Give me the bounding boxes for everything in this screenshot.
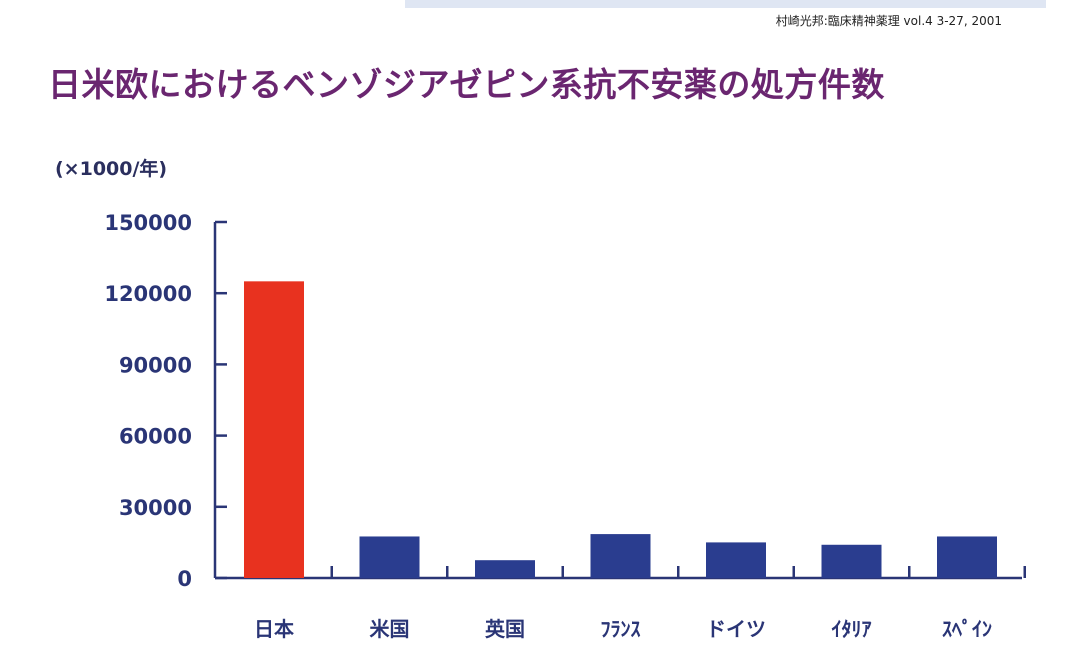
- y-tick-label: 60000: [119, 425, 192, 449]
- citation-text: 村崎光邦:臨床精神薬理 vol.4 3-27, 2001: [775, 14, 1002, 28]
- y-tick-label: 90000: [119, 353, 192, 377]
- x-category-label: 日本: [254, 617, 294, 641]
- bar-0: [244, 281, 304, 578]
- header-band: [405, 0, 1046, 8]
- bar-3: [590, 534, 651, 578]
- y-tick-label: 150000: [104, 211, 192, 235]
- x-category-label: ｽﾍﾟｲﾝ: [942, 617, 992, 641]
- chart-title: 日米欧におけるベンゾジアゼピン系抗不安薬の処方件数: [48, 65, 885, 104]
- bar-5: [821, 544, 882, 578]
- y-axis-unit-label: (×1000/年): [55, 157, 167, 180]
- y-tick-label: 30000: [119, 496, 192, 520]
- x-category-label: ドイツ: [706, 617, 766, 641]
- bar-4: [706, 542, 766, 578]
- bar-2: [475, 560, 535, 578]
- x-category-label: 米国: [370, 617, 410, 641]
- bar-1: [359, 536, 420, 578]
- y-tick-label: 120000: [104, 282, 192, 306]
- x-category-label: ｲﾀﾘｱ: [832, 617, 872, 641]
- y-axis: 0 30000 60000 90000 120000 150000: [104, 211, 227, 591]
- bar-6: [937, 536, 997, 578]
- x-category-label: 英国: [485, 617, 525, 641]
- y-tick-label: 0: [177, 567, 192, 591]
- x-category-label: ﾌﾗﾝｽ: [601, 617, 641, 641]
- bars: [244, 281, 997, 578]
- category-labels: 日本 米国 英国 ﾌﾗﾝｽ ドイツ ｲﾀﾘｱ ｽﾍﾟｲﾝ: [254, 617, 992, 641]
